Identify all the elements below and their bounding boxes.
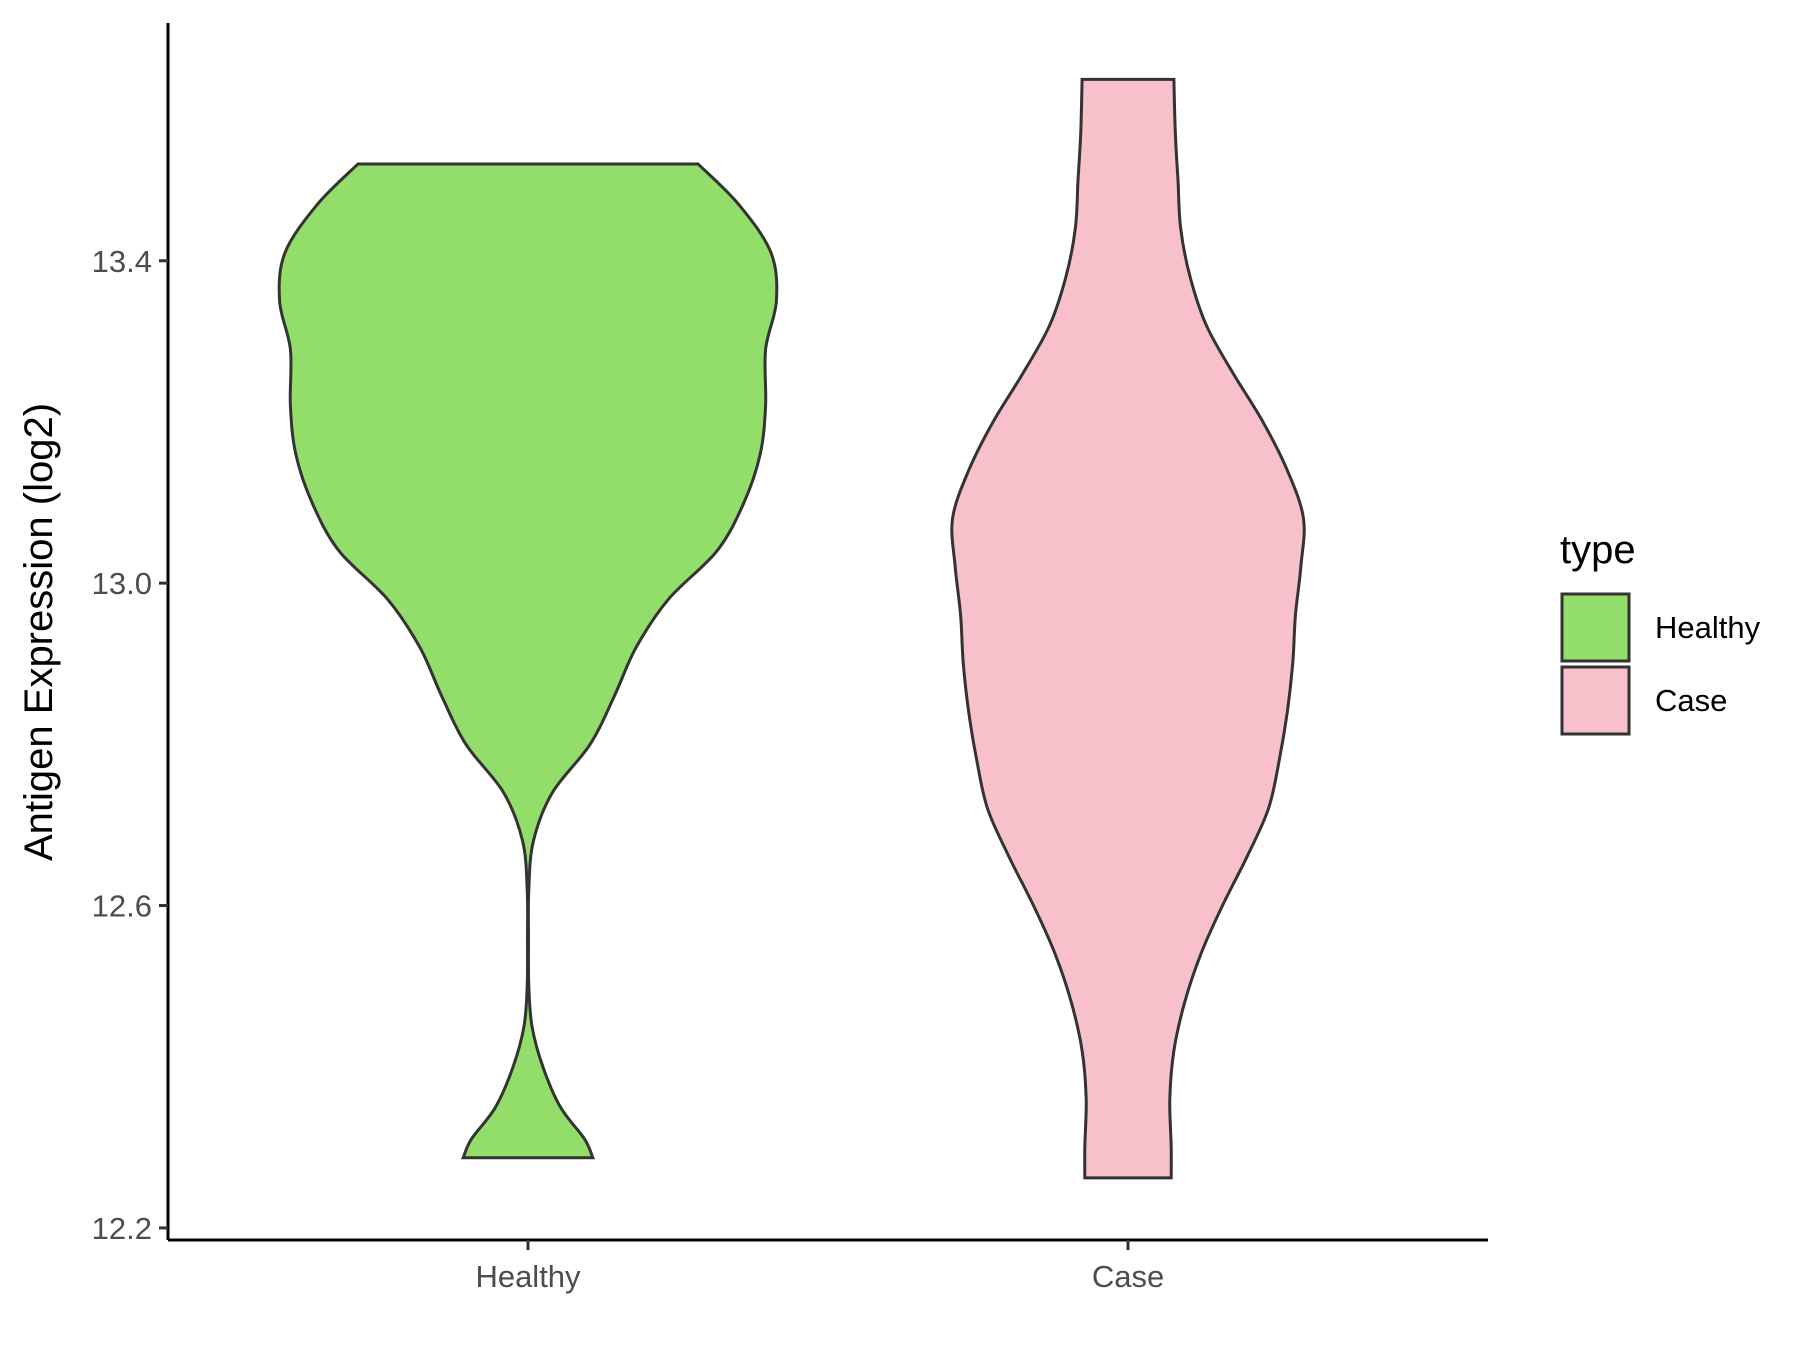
legend-swatch-healthy <box>1560 592 1631 663</box>
legend-items: Healthy Case <box>1560 592 1761 736</box>
violins-layer <box>277 77 1306 1180</box>
legend-label-healthy: Healthy <box>1655 610 1761 645</box>
x-tick-label: Case <box>1092 1259 1164 1294</box>
y-tick-label: 12.6 <box>92 889 152 924</box>
violin-case <box>950 77 1306 1180</box>
y-ticks: 12.2 12.6 13.0 13.4 <box>92 244 168 1246</box>
legend-swatch-case <box>1560 665 1631 736</box>
x-ticks: Healthy Case <box>475 1240 1164 1294</box>
y-axis-title: Antigen Expression (log2) <box>17 403 61 861</box>
x-tick-label: Healthy <box>475 1259 581 1294</box>
legend-title: type <box>1560 528 1636 572</box>
y-tick-label: 12.2 <box>92 1211 152 1246</box>
violin-healthy <box>277 162 779 1160</box>
y-tick-label: 13.0 <box>92 566 152 601</box>
y-tick-label: 13.4 <box>92 244 152 279</box>
legend: type Healthy Case <box>1560 528 1761 736</box>
legend-label-case: Case <box>1655 683 1727 718</box>
